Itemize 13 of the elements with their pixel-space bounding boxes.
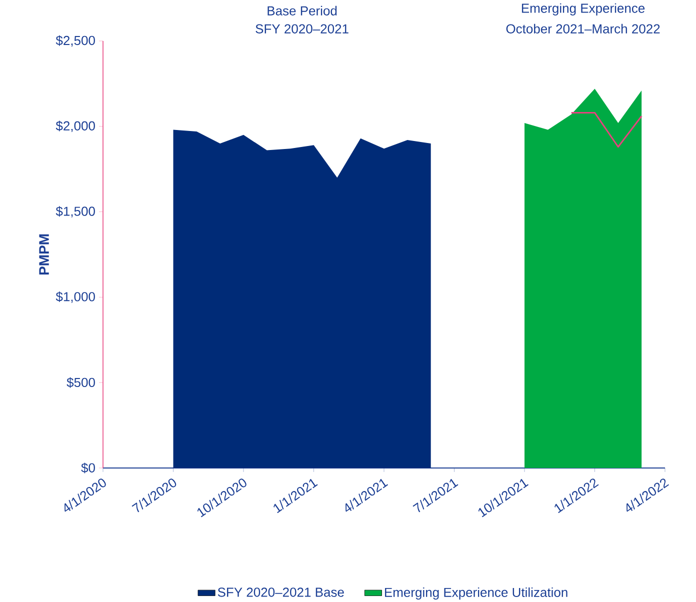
y-tick-label: $2,000: [56, 120, 95, 132]
y-tick-label: $500: [66, 377, 95, 388]
text: SFY 2020–2021: [256, 24, 348, 34]
legend-label: Emerging Experience Utilization: [385, 587, 568, 600]
y-tick-label: $0: [81, 462, 95, 474]
y-tick-label: $1,000: [56, 291, 95, 303]
y-tick-label: $1,500: [56, 206, 95, 218]
y-axis-title: PMPM: [39, 234, 49, 274]
y-tick-label: $2,500: [56, 35, 95, 46]
legend-label: SFY 2020–2021 Base: [218, 587, 344, 597]
text: Emerging Experience: [522, 3, 645, 16]
text: October 2021–March 2022: [506, 24, 660, 34]
text: Base Period: [268, 6, 337, 16]
